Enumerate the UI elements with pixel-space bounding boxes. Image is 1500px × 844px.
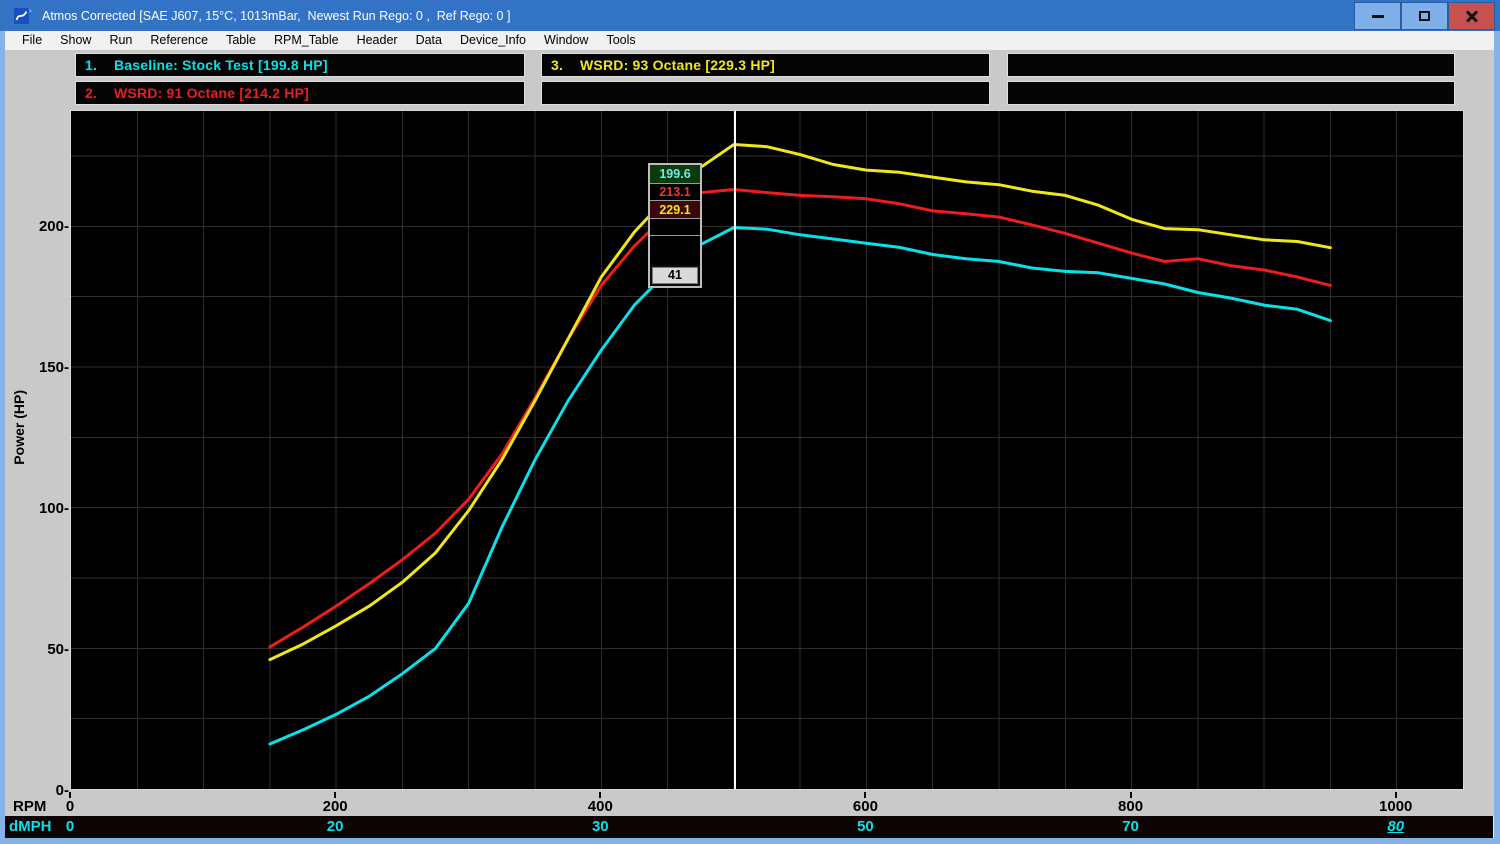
dmph-tick-label: 50: [857, 818, 874, 835]
y-axis-label: Power (HP): [11, 390, 27, 465]
legend-run-label: WSRD: 91 Octane [214.2 HP]: [114, 85, 310, 101]
x-tick-label: 600: [852, 798, 878, 815]
legend-run-entry[interactable]: 1. Baseline: Stock Test [199.8 HP]: [75, 53, 525, 77]
x-tick-mark: [69, 792, 71, 798]
y-tick-label: 100-: [38, 499, 69, 517]
minimize-icon: [1371, 14, 1384, 18]
menu-item-header[interactable]: Header: [356, 33, 398, 47]
chart-panel: Power (HP) 0- 50- 100- 150- 200- 0 200 400 600 8…: [5, 108, 1494, 816]
power-curve-wsrd-91-octane: [268, 188, 1332, 649]
menu-bar: File Show Run Reference Table RPM_Table Header…: [5, 31, 1494, 50]
menu-item-run[interactable]: Run: [109, 33, 133, 47]
dmph-tick-label: 0: [65, 818, 75, 835]
menu-item-device_info[interactable]: Device_Info: [459, 33, 526, 47]
legend-run-number: 1.: [85, 57, 98, 73]
x-tick-label: 800: [1118, 798, 1144, 815]
app-icon: [14, 8, 33, 24]
menu-item-window[interactable]: Window: [544, 33, 589, 47]
legend-column: 1. Baseline: Stock Test [199.8 HP] 2. WSRD:…: [75, 53, 525, 109]
legend-run-label: Baseline: Stock Test [199.8 HP]: [114, 57, 328, 73]
menu-item-file[interactable]: File: [22, 33, 43, 47]
power-curve-wsrd-93-octane: [268, 143, 1332, 662]
dmph-tick-label: 30: [591, 818, 609, 835]
cursor-empty-cell: [650, 218, 700, 235]
cursor-value-cell: 229.1: [650, 200, 700, 218]
menu-item-table[interactable]: Table: [226, 33, 256, 47]
maximize-button[interactable]: [1401, 2, 1448, 30]
window-content: File Show Run Reference Table RPM_Table Header…: [5, 31, 1494, 838]
legend-empty-slot[interactable]: [541, 81, 990, 105]
maximize-icon: [1419, 11, 1430, 21]
x-tick-mark: [864, 792, 867, 798]
legend-column: 3. WSRD: 93 Octane [229.3 HP]: [541, 53, 990, 109]
legend-column: [1007, 53, 1455, 109]
menu-item-reference[interactable]: Reference: [150, 33, 209, 47]
y-tick-label: 0-: [55, 782, 69, 799]
x-tick-mark: [599, 792, 602, 798]
dmph-axis-strip: dMPH 0 20 30 50 70 80: [5, 816, 1494, 838]
y-tick-label: 150-: [38, 358, 69, 376]
run-legend: 1. Baseline: Stock Test [199.8 HP] 2. WSRD:…: [5, 50, 1494, 108]
cursor-value-cell: 199.6: [650, 165, 700, 183]
menu-item-tools[interactable]: Tools: [606, 33, 636, 47]
dmph-tick-label: 70: [1122, 818, 1139, 835]
legend-empty-slot[interactable]: [1007, 81, 1455, 105]
y-tick-label: 50-: [47, 640, 69, 658]
x-tick-label: 200: [322, 798, 348, 815]
x-tick-mark: [334, 792, 337, 798]
legend-run-number: 2.: [85, 85, 98, 101]
power-curves-svg: [71, 111, 1463, 789]
x-tick-mark: [1129, 792, 1132, 798]
cursor-speed-value: 41: [652, 267, 698, 284]
close-button[interactable]: [1448, 2, 1495, 30]
y-tick-label: 200-: [38, 217, 69, 235]
x-tick-label: 400: [587, 798, 613, 815]
close-icon: [1465, 9, 1479, 23]
minimize-button[interactable]: [1354, 2, 1401, 30]
x-axis-label: RPM: [13, 798, 47, 815]
title-bar[interactable]: Atmos Corrected [SAE J607, 15°C, 1013mBa…: [0, 0, 1500, 31]
dmph-axis-label: dMPH: [9, 818, 52, 835]
cursor-readout-box[interactable]: 199.6 213.1 229.1 41: [648, 163, 702, 288]
x-tick-label: 0: [65, 798, 75, 815]
dmph-tick-label: 80: [1387, 818, 1405, 835]
legend-run-entry[interactable]: 3. WSRD: 93 Octane [229.3 HP]: [541, 53, 990, 77]
menu-item-data[interactable]: Data: [415, 33, 442, 47]
legend-run-number: 3.: [551, 57, 564, 73]
dmph-tick-label: 20: [326, 818, 344, 835]
legend-run-label: WSRD: 93 Octane [229.3 HP]: [580, 57, 776, 73]
legend-empty-slot[interactable]: [1007, 53, 1455, 77]
power-curve-baseline-stock-test: [268, 226, 1332, 746]
legend-run-entry[interactable]: 2. WSRD: 91 Octane [214.2 HP]: [75, 81, 525, 105]
window-title: Atmos Corrected [SAE J607, 15°C, 1013mBa…: [42, 8, 511, 23]
plot-area[interactable]: [70, 110, 1464, 790]
x-tick-label: 1000: [1379, 798, 1413, 815]
x-tick-mark: [1394, 792, 1397, 798]
menu-item-rpm_table[interactable]: RPM_Table: [273, 33, 339, 47]
cursor-empty-cell: [650, 235, 700, 265]
menu-item-show[interactable]: Show: [60, 33, 92, 47]
cursor-value-cell: 213.1: [650, 183, 700, 200]
